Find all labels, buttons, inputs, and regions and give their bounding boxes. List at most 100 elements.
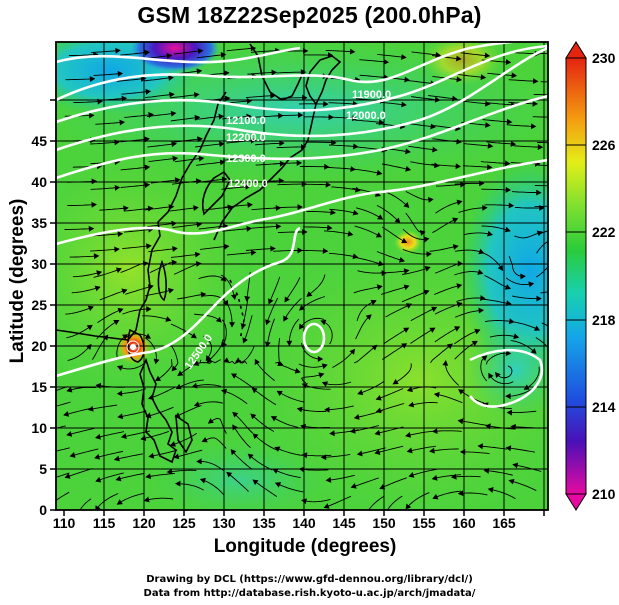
streamline-arrow	[302, 229, 308, 235]
streamline-arrow	[528, 281, 535, 288]
streamline-arrow	[408, 401, 415, 408]
streamline	[79, 498, 92, 510]
streamline-arrow	[221, 341, 228, 348]
streamline-arrow	[121, 95, 128, 102]
streamline-arrow	[456, 138, 462, 145]
streamline	[511, 426, 541, 429]
streamline-arrow	[215, 316, 222, 323]
streamline	[428, 95, 457, 100]
streamline	[226, 139, 256, 144]
streamline	[147, 222, 177, 227]
streamline-arrow	[42, 451, 46, 455]
streamline	[436, 183, 465, 187]
streamline-arrow	[406, 386, 413, 393]
streamline-arrow	[175, 383, 182, 390]
streamline	[73, 100, 103, 104]
streamline	[301, 342, 323, 360]
streamline	[511, 191, 541, 194]
streamline-arrow	[198, 155, 205, 162]
streamline	[65, 306, 94, 315]
streamline-arrow	[166, 52, 173, 59]
streamline-arrow	[153, 358, 160, 365]
colorbar-labels: 230 226 222 218 214 210	[592, 50, 616, 502]
streamline-arrow	[352, 115, 358, 122]
streamline	[354, 119, 384, 124]
streamline-arrow	[146, 306, 152, 313]
streamline	[65, 78, 95, 81]
streamline-arrow	[511, 72, 518, 79]
y-tick-label: 45	[31, 133, 47, 149]
streamline-arrow	[403, 327, 410, 333]
streamline	[167, 469, 197, 473]
streamline	[533, 93, 548, 96]
streamline-arrow	[459, 448, 466, 455]
streamline-arrow	[505, 59, 512, 66]
streamline	[246, 247, 275, 251]
streamline	[432, 218, 458, 234]
streamline	[93, 72, 123, 76]
streamline	[232, 424, 251, 449]
streamline-arrow	[143, 496, 150, 503]
kyushu-korea	[201, 170, 231, 216]
streamline-arrow	[487, 164, 493, 171]
x-tick-label: 125	[172, 515, 196, 531]
axis-ticks	[50, 99, 545, 516]
contour-label-1: 11900.0	[352, 89, 391, 101]
streamline	[68, 54, 98, 57]
streamline-arrow	[555, 236, 560, 240]
streamline-arrow	[401, 237, 408, 244]
streamline-arrow	[431, 474, 438, 481]
contour-label-3: 12100.0	[226, 115, 266, 127]
streamline	[223, 299, 233, 327]
streamline	[299, 317, 325, 330]
streamline	[170, 323, 197, 339]
streamline	[273, 249, 302, 252]
colorbar-label: 210	[592, 486, 616, 502]
streamline	[454, 271, 483, 276]
streamline	[463, 143, 493, 147]
streamline	[273, 114, 303, 117]
streamline	[69, 255, 99, 258]
streamline-arrow	[495, 371, 501, 379]
streamline	[226, 472, 249, 492]
streamline	[409, 402, 438, 407]
streamline-arrow	[485, 423, 491, 430]
streamline-arrow	[142, 260, 149, 267]
streamline	[144, 206, 174, 211]
streamline	[513, 145, 543, 148]
colorbar	[565, 41, 587, 511]
streamline	[120, 138, 150, 143]
streamline	[405, 212, 425, 234]
streamline-arrow	[505, 300, 512, 307]
streamline	[306, 274, 326, 297]
streamline	[283, 297, 302, 322]
streamline-arrow	[115, 267, 122, 274]
streamline	[148, 157, 178, 162]
streamline-arrow	[477, 269, 484, 275]
streamline	[67, 427, 96, 436]
streamline-arrow	[247, 201, 253, 208]
streamline-arrow	[200, 291, 207, 298]
streamline-arrow	[245, 183, 251, 190]
streamline-arrow	[115, 475, 122, 482]
streamline	[405, 430, 435, 437]
streamline	[120, 184, 150, 188]
streamline	[196, 54, 226, 59]
streamline-arrow	[89, 76, 96, 82]
streamline	[434, 326, 460, 343]
streamline-arrow	[275, 223, 282, 230]
streamline-arrow	[423, 236, 430, 243]
streamline	[482, 298, 511, 305]
streamline-arrow	[88, 225, 95, 232]
colorbar-bottom-arrow	[565, 493, 587, 511]
streamline	[277, 231, 307, 234]
streamline-arrow	[420, 229, 426, 236]
streamline	[288, 318, 300, 346]
y-tick-labels: 0 5 10 15 20 25 30 35 40 45	[31, 133, 47, 518]
streamline-arrow	[171, 141, 177, 148]
streamline-arrow	[560, 184, 564, 188]
streamline	[88, 404, 118, 411]
streamline	[512, 295, 541, 300]
streamline	[485, 320, 514, 323]
streamline-arrow	[513, 333, 520, 340]
